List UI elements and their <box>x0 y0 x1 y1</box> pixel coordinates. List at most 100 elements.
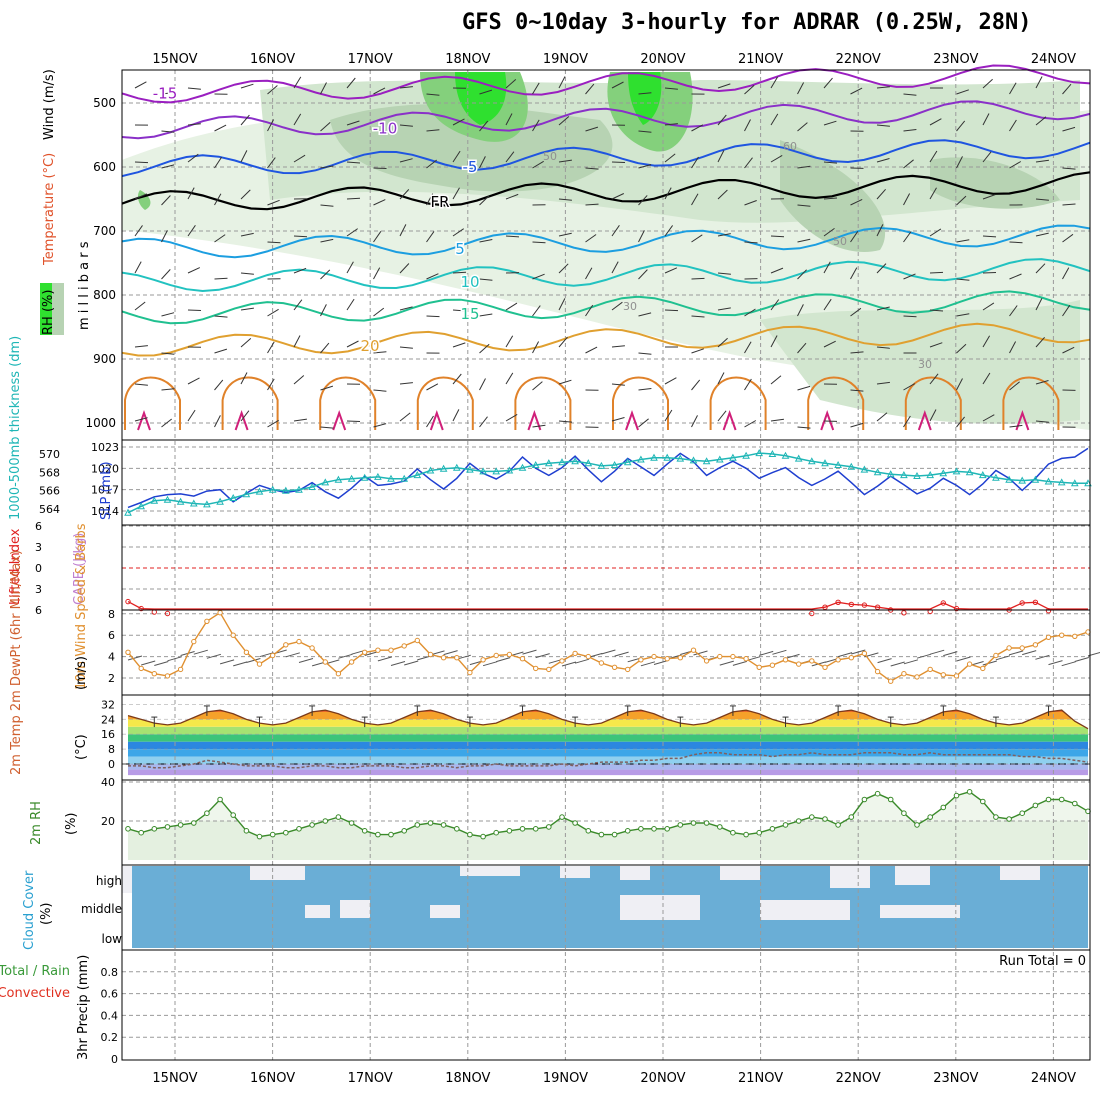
wind-barb <box>904 316 917 317</box>
bottom-date-label: 17NOV <box>348 1071 393 1086</box>
rh-point <box>428 821 433 826</box>
wind10m-point <box>560 659 564 663</box>
wind-barb <box>480 379 486 391</box>
pressure-tick-label: 900 <box>93 352 116 366</box>
wind10m-point <box>218 611 222 615</box>
wind-tick-label: 2 <box>108 672 115 685</box>
wind-barb <box>188 124 201 125</box>
rh-point <box>731 830 736 835</box>
top-date-label: 21NOV <box>738 52 783 67</box>
top-date-label: 22NOV <box>836 52 881 67</box>
wind-barb <box>930 272 943 273</box>
wind10m-barb <box>957 657 971 661</box>
thickness-tick-label: 564 <box>39 503 60 516</box>
bottom-date-label: 16NOV <box>250 1071 295 1086</box>
rh-point <box>218 797 223 802</box>
wind10m-barb <box>601 650 615 654</box>
wind10m-point <box>889 679 893 683</box>
rh-point <box>520 827 525 832</box>
wind10m-point <box>783 658 787 662</box>
cloud-gap <box>880 905 960 918</box>
rh-point <box>994 815 999 820</box>
wind-barb <box>400 347 413 348</box>
wind-barb <box>427 384 438 390</box>
bottom-date-label: 23NOV <box>933 1071 978 1086</box>
precip-tick-label: 0.8 <box>101 966 119 979</box>
wind-barb <box>241 273 254 274</box>
wind10m-point <box>402 644 406 648</box>
wind10m-point <box>507 652 511 656</box>
rh-point <box>981 799 986 804</box>
wind10m-point <box>862 651 866 655</box>
wind-barb <box>639 389 652 391</box>
wind-barb <box>612 346 625 347</box>
rh-point <box>323 819 328 824</box>
isotherm-label: 20 <box>360 337 379 355</box>
rh-point <box>1020 811 1025 816</box>
thickness-axis-label: 1000-500mb thickness (dm) <box>8 336 23 520</box>
wind-barb <box>692 278 705 279</box>
rh-point <box>402 829 407 834</box>
rh-point <box>783 823 788 828</box>
wind-barb <box>294 419 307 421</box>
wind-barb <box>665 378 676 384</box>
lifted-index-point <box>902 611 906 615</box>
wind-barb <box>453 409 459 421</box>
wind-barb <box>480 314 493 316</box>
wind-barb <box>639 353 652 354</box>
rh-point <box>455 827 460 832</box>
rh-point <box>152 827 157 832</box>
pressure-tick-label: 700 <box>93 224 116 238</box>
wind-barb <box>506 373 513 384</box>
wind10m-barb <box>562 662 576 666</box>
wind10m-point <box>455 656 459 660</box>
wind-barb <box>241 338 251 347</box>
rh-point <box>718 825 723 830</box>
top-date-label: 23NOV <box>933 52 978 67</box>
rh-point <box>139 830 144 835</box>
top-date-label: 16NOV <box>250 52 295 67</box>
wind10m-barb <box>299 659 313 663</box>
temp-tick-label: 16 <box>101 728 115 741</box>
rh-point <box>744 832 749 837</box>
rh-point <box>192 821 197 826</box>
surface-isotherm-hot <box>528 413 540 430</box>
rh-point <box>810 815 815 820</box>
surface-isotherm-hot <box>626 413 638 430</box>
rh-point <box>389 832 394 837</box>
wind10m-point <box>349 660 353 664</box>
wind10m-point <box>954 674 958 678</box>
cloud-gap <box>460 866 520 876</box>
rh-point <box>888 797 893 802</box>
wind10m-point <box>376 648 380 652</box>
wind10m-point <box>823 665 827 669</box>
wind-barb <box>215 316 228 317</box>
rh-point <box>573 821 578 826</box>
precip-axis-label: 3hr Precip (mm) <box>76 955 91 1060</box>
rh-point <box>507 829 512 834</box>
rh-point <box>441 823 446 828</box>
wind10m-point <box>139 666 143 670</box>
wind-barb <box>135 262 141 273</box>
cloud-gap <box>760 900 850 920</box>
wind10m-point <box>297 639 301 643</box>
wind10m-point <box>415 638 419 642</box>
wind-tick-label: 4 <box>108 651 115 664</box>
isotherm-label: FR <box>430 193 449 211</box>
wind-barb <box>374 390 387 391</box>
cloud-gap <box>895 866 930 885</box>
wind-barb <box>268 342 275 353</box>
cloud-gap <box>340 900 370 918</box>
wind10m-barb <box>772 650 786 654</box>
wind-barb <box>294 376 304 385</box>
wind-barb <box>188 268 200 273</box>
rh-point <box>257 834 262 839</box>
wind-barb <box>347 299 354 310</box>
wind10m-barb <box>1022 651 1036 655</box>
wind-barb <box>215 349 227 353</box>
wind10m-point <box>744 657 748 661</box>
isotherm-label: -15 <box>153 84 178 102</box>
wind10m-barb <box>220 660 234 664</box>
temp-band <box>128 727 1088 734</box>
